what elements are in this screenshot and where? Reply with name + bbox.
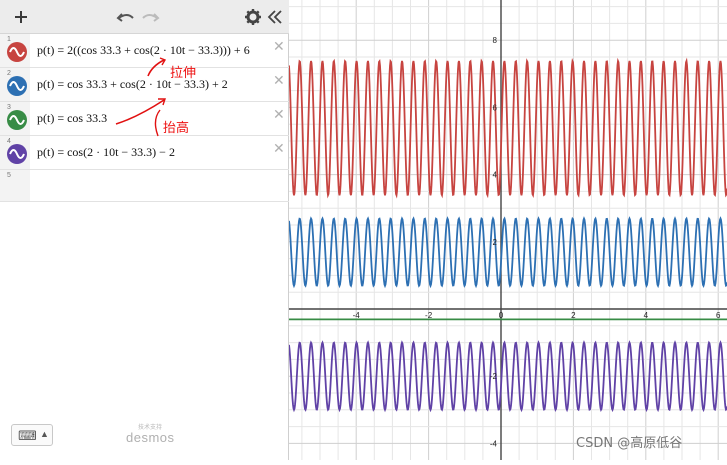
row-number: 1 bbox=[7, 36, 11, 43]
x-tick-label: 0 bbox=[499, 311, 504, 320]
expression-row[interactable]: 4 p(t) = cos(2 · 10t − 33.3) − 2 ✕ bbox=[0, 136, 289, 170]
x-tick-label: 4 bbox=[644, 311, 649, 320]
y-tick-label: -4 bbox=[490, 439, 498, 448]
expression-panel: 1 p(t) = 2((cos 33.3 + cos(2 · 10t − 33.… bbox=[0, 0, 289, 460]
redo-icon[interactable] bbox=[139, 6, 161, 28]
powered-by-label: 技术支持 bbox=[138, 425, 163, 431]
sine-wave-icon[interactable] bbox=[7, 144, 27, 164]
close-icon[interactable]: ✕ bbox=[273, 106, 285, 122]
curve-purple bbox=[288, 340, 727, 413]
undo-icon[interactable] bbox=[115, 6, 137, 28]
x-tick-label: -2 bbox=[425, 311, 433, 320]
close-icon[interactable]: ✕ bbox=[273, 38, 285, 54]
curve-blue bbox=[288, 216, 727, 289]
expression-formula[interactable]: p(t) = cos(2 · 10t − 33.3) − 2 bbox=[37, 145, 175, 159]
row-number: 4 bbox=[7, 138, 11, 145]
sine-wave-icon[interactable] bbox=[7, 76, 27, 96]
keyboard-button[interactable]: ⌨ ▲ bbox=[11, 424, 53, 446]
x-tick-label: 2 bbox=[571, 311, 576, 320]
y-tick-label: 2 bbox=[493, 238, 498, 247]
close-icon[interactable]: ✕ bbox=[273, 140, 285, 156]
row-number: 5 bbox=[7, 172, 11, 179]
y-tick-label: -2 bbox=[490, 372, 498, 381]
close-icon[interactable]: ✕ bbox=[273, 72, 285, 88]
expression-row[interactable]: 1 p(t) = 2((cos 33.3 + cos(2 · 10t − 33.… bbox=[0, 34, 289, 68]
row-number: 2 bbox=[7, 70, 11, 77]
expression-formula[interactable]: p(t) = cos 33.3 bbox=[37, 111, 108, 125]
expression-gutter: 1 bbox=[0, 34, 30, 67]
expression-gutter: 4 bbox=[0, 136, 30, 169]
expression-gutter: 3 bbox=[0, 102, 30, 135]
expression-gutter: 2 bbox=[0, 68, 30, 101]
y-tick-label: 8 bbox=[493, 36, 498, 45]
y-tick-label: 6 bbox=[493, 103, 498, 112]
watermark: CSDN @高原低谷 bbox=[576, 436, 683, 451]
x-tick-label: -4 bbox=[353, 311, 361, 320]
sine-wave-icon[interactable] bbox=[7, 110, 27, 130]
expression-gutter: 5 bbox=[0, 170, 30, 201]
gear-icon[interactable] bbox=[242, 6, 264, 28]
expression-row[interactable]: 2 p(t) = cos 33.3 + cos(2 · 10t − 33.3) … bbox=[0, 68, 289, 102]
plus-icon[interactable] bbox=[10, 6, 32, 28]
annotation-stretch: 拉伸 bbox=[170, 66, 197, 81]
double-chevron-left-icon[interactable] bbox=[264, 6, 286, 28]
annotation-raise: 抬高 bbox=[163, 121, 190, 136]
keyboard-icon: ⌨ bbox=[18, 428, 37, 443]
x-tick-label: 6 bbox=[716, 311, 721, 320]
annotation-strokes bbox=[115, 57, 167, 137]
row-number: 3 bbox=[7, 104, 11, 111]
expression-formula[interactable]: p(t) = 2((cos 33.3 + cos(2 · 10t − 33.3)… bbox=[37, 43, 250, 57]
caret-up-icon: ▲ bbox=[40, 429, 49, 439]
expression-toolbar bbox=[0, 0, 289, 34]
sine-wave-icon[interactable] bbox=[7, 42, 27, 62]
expression-row-empty[interactable]: 5 bbox=[0, 170, 289, 202]
y-tick-label: 4 bbox=[493, 171, 498, 180]
desmos-logo[interactable]: desmos bbox=[126, 430, 175, 445]
expression-list: 1 p(t) = 2((cos 33.3 + cos(2 · 10t − 33.… bbox=[0, 34, 289, 202]
curve-red bbox=[288, 57, 727, 199]
expression-formula[interactable]: p(t) = cos 33.3 + cos(2 · 10t − 33.3) + … bbox=[37, 77, 228, 91]
expression-row[interactable]: 3 p(t) = cos 33.3 ✕ bbox=[0, 102, 289, 136]
